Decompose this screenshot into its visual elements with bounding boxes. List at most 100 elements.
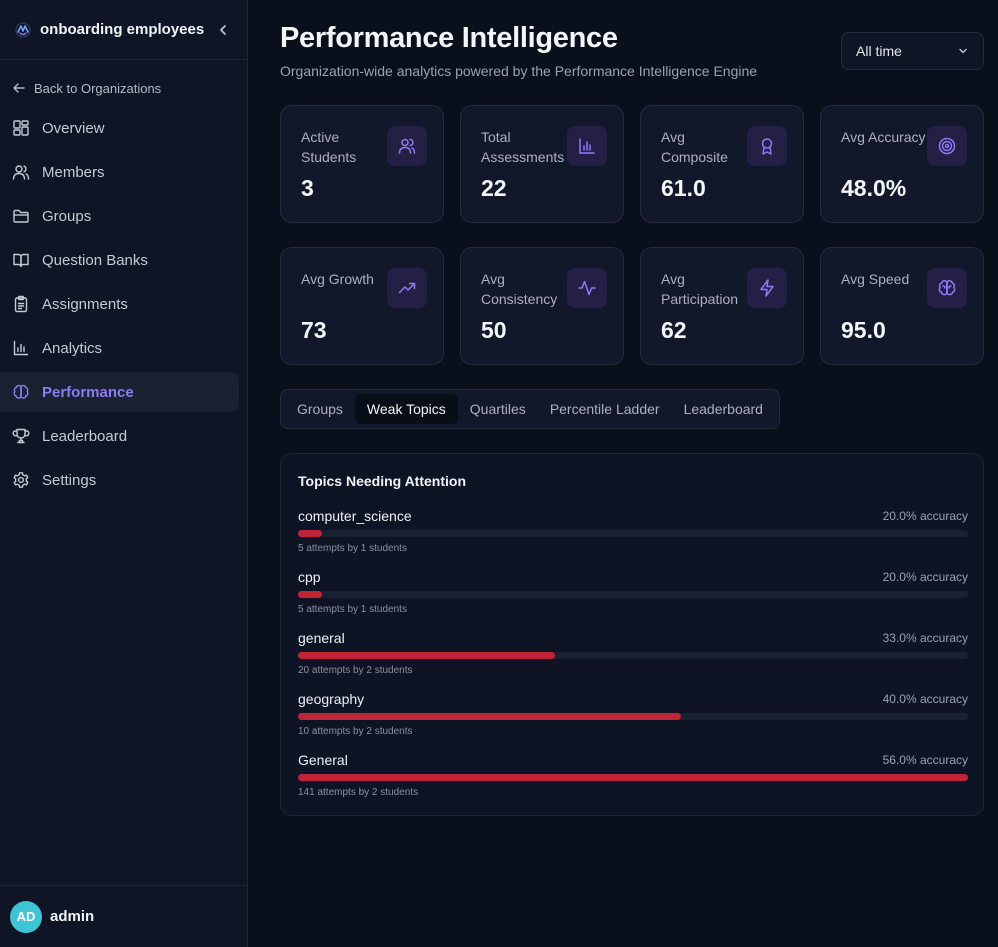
sidebar: onboarding employees Back to Organizatio… (0, 0, 248, 947)
sidebar-item-assignments[interactable]: Assignments (0, 284, 239, 324)
stat-value: 22 (481, 175, 507, 201)
sidebar-item-label: Leaderboard (42, 427, 128, 445)
accuracy-bar-track (298, 591, 968, 598)
sidebar-item-label: Groups (42, 207, 92, 225)
sidebar-item-analytics[interactable]: Analytics (0, 328, 239, 368)
sidebar-item-overview[interactable]: Overview (0, 108, 239, 148)
time-range-select[interactable]: All time (841, 32, 984, 70)
stat-icon-box (747, 268, 787, 308)
accuracy-bar-track (298, 713, 968, 720)
topic-accuracy: 20.0% accuracy (882, 570, 968, 584)
chevron-left-icon (220, 24, 226, 35)
stat-label: Avg Speed (841, 271, 910, 287)
bar-chart-icon (13, 340, 29, 356)
weak-topics-panel: Topics Needing Attention computer_scienc… (280, 453, 984, 816)
sidebar-item-performance[interactable]: Performance (0, 372, 239, 412)
accuracy-bar-fill (298, 713, 681, 720)
zap-icon (760, 279, 774, 297)
stat-label: Avg Composite (661, 129, 728, 165)
collapse-sidebar-button[interactable] (213, 20, 233, 40)
tab-bar: Groups Weak Topics Quartiles Percentile … (280, 389, 780, 429)
sidebar-item-label: Members (42, 163, 105, 181)
stat-card-avg-speed: Avg Speed 95.0 (820, 247, 984, 365)
topic-accuracy: 56.0% accuracy (882, 753, 968, 767)
sidebar-item-label: Overview (42, 119, 105, 137)
stat-card-avg-growth: Avg Growth 73 (280, 247, 444, 365)
sidebar-item-members[interactable]: Members (0, 152, 239, 192)
stat-label: Total Assessments (481, 129, 565, 165)
stat-value: 95.0 (841, 317, 886, 343)
sidebar-item-settings[interactable]: Settings (0, 460, 239, 500)
tab-quartiles[interactable]: Quartiles (469, 401, 526, 417)
org-name: onboarding employees (40, 21, 205, 38)
stat-card-avg-participation: Avg Participation 62 (640, 247, 804, 365)
topic-attempts: 5 attempts by 1 students (298, 604, 407, 615)
topic-row: computer_science 20.0% accuracy 5 attempts… (298, 508, 968, 560)
sidebar-item-leaderboard[interactable]: Leaderboard (0, 416, 239, 456)
topic-row: cpp 20.0% accuracy 5 attempts by 1 student… (298, 569, 968, 621)
accuracy-bar-fill (298, 591, 323, 598)
accuracy-bar-track (298, 652, 968, 659)
stat-value: 61.0 (661, 175, 706, 201)
accuracy-bar-fill (298, 652, 556, 659)
sidebar-item-label: Settings (42, 471, 97, 489)
back-to-organizations-link[interactable]: Back to Organizations (0, 74, 247, 102)
topic-attempts: 5 attempts by 1 students (298, 543, 407, 554)
tab-weak-topics[interactable]: Weak Topics (354, 394, 458, 424)
bar-chart-icon (579, 138, 595, 154)
stat-card-avg-consistency: Avg Consistency 50 (460, 247, 624, 365)
accuracy-bar-track (298, 530, 968, 537)
activity-icon (578, 280, 596, 296)
stat-icon-box (747, 126, 787, 166)
stat-value: 73 (301, 317, 327, 343)
stat-icon-box (927, 268, 967, 308)
topic-name: computer_science (298, 508, 412, 524)
page-title: Performance Intelligence (280, 22, 618, 54)
users-icon (398, 138, 416, 154)
sidebar-item-groups[interactable]: Groups (0, 196, 239, 236)
org-logo-icon (15, 21, 31, 38)
trending-up-icon (398, 282, 416, 294)
sidebar-item-label: Analytics (42, 339, 103, 357)
time-range-value: All time (856, 43, 902, 59)
folder-icon (13, 209, 29, 223)
topic-accuracy: 20.0% accuracy (882, 509, 968, 523)
topic-name: cpp (298, 569, 321, 585)
stat-value: 62 (661, 317, 687, 343)
user-menu[interactable]: AD admin (0, 885, 247, 947)
accuracy-bar-fill (298, 774, 968, 781)
stat-icon-box (387, 268, 427, 308)
topic-name: general (298, 630, 345, 646)
org-header: onboarding employees (0, 0, 247, 60)
sidebar-item-question-banks[interactable]: Question Banks (0, 240, 239, 280)
accuracy-bar-fill (298, 530, 323, 537)
stat-icon-box (567, 126, 607, 166)
back-link-label: Back to Organizations (34, 80, 162, 96)
brain-icon (13, 384, 29, 399)
layout-dashboard-icon (13, 120, 29, 136)
stat-icon-box (927, 126, 967, 166)
topic-name: General (298, 752, 348, 768)
topic-row: general 33.0% accuracy 20 attempts by 2 st… (298, 630, 968, 682)
stat-label: Avg Accuracy (841, 129, 926, 145)
tab-percentile-ladder[interactable]: Percentile Ladder (549, 401, 660, 417)
trophy-icon (12, 428, 30, 444)
tab-groups[interactable]: Groups (297, 401, 343, 417)
award-icon (761, 138, 773, 155)
stat-icon-box (387, 126, 427, 166)
topic-attempts: 10 attempts by 2 students (298, 726, 413, 737)
stat-label: Avg Consistency (481, 271, 558, 307)
users-icon (12, 165, 30, 180)
sidebar-item-label: Question Banks (42, 251, 148, 269)
topic-attempts: 141 attempts by 2 students (298, 787, 419, 798)
sidebar-item-label: Assignments (42, 295, 128, 313)
stat-card-avg-composite: Avg Composite 61.0 (640, 105, 804, 223)
topic-name: geography (298, 691, 365, 707)
stat-value: 48.0% (841, 175, 907, 201)
topic-attempts: 20 attempts by 2 students (298, 665, 413, 676)
stat-card-total-assessments: Total Assessments 22 (460, 105, 624, 223)
topic-accuracy: 33.0% accuracy (882, 631, 968, 645)
tab-leaderboard[interactable]: Leaderboard (683, 401, 763, 417)
stat-card-active-students: Active Students 3 (280, 105, 444, 223)
brain-icon (938, 280, 956, 296)
